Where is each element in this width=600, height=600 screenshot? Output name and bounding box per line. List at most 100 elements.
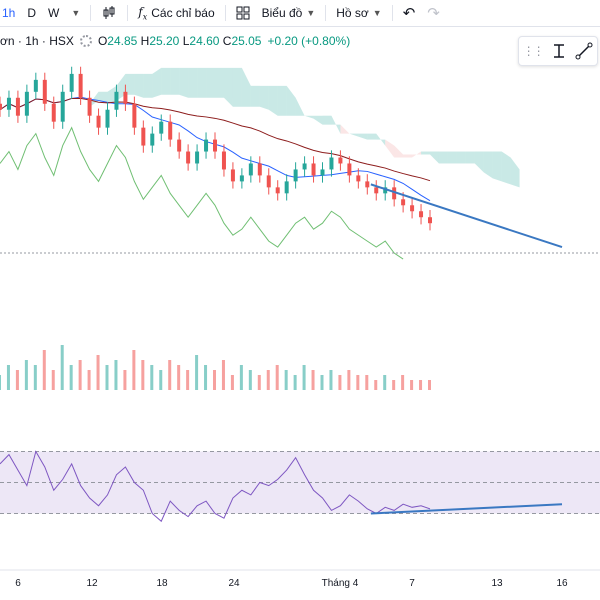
chevron-down-icon: ▼ [306,8,316,18]
x-tick-label: 13 [491,578,503,589]
candle-body [150,133,155,146]
volume-bar [114,360,118,390]
toolbar-divider [224,5,226,21]
candle-body [105,109,110,128]
candle-body [0,103,2,110]
price-candles [0,66,432,231]
volume-bar [401,375,405,390]
candle-body [365,181,370,188]
symbol-name[interactable]: ơn · 1h · HSX [0,34,74,48]
volume-bar [320,375,324,390]
candle-body [338,157,343,164]
undo-button[interactable]: ↶ [397,0,422,26]
x-tick-label: 7 [409,578,415,589]
volume-bars [0,345,431,390]
drawing-tools-panel: ⋮⋮ [518,36,598,66]
volume-bar [177,365,181,390]
volume-bar [338,375,342,390]
volume-bar [311,370,315,390]
candle-body [24,91,29,116]
timeframe-w[interactable]: W [48,6,60,20]
cloud-segment [107,85,117,104]
cloud-segment [403,154,413,158]
volume-bar [42,350,46,390]
indicators-button[interactable]: fx Các chỉ báo [138,4,215,22]
price-trendline[interactable] [370,183,563,249]
chart-layout-button[interactable] [230,0,256,26]
redo-icon: ↷ [427,5,440,22]
text-tool-icon[interactable] [550,42,568,60]
volume-bar [383,375,387,390]
timeframe-dropdown[interactable]: ▼ [65,0,86,26]
cloud-segment [421,151,430,155]
cloud-segment [206,67,215,98]
candle-body [177,139,182,152]
cloud-segment [125,73,135,95]
redo-button[interactable]: ↷ [421,0,446,26]
cloud-segment [277,85,287,116]
volume-bar [347,370,351,390]
candle-body [6,97,11,110]
candle-body [15,97,20,116]
candle-body [51,103,56,122]
legend-dots-icon [79,35,92,47]
candle-body [266,175,271,188]
trendline-tool-icon[interactable] [575,42,593,60]
cloud-segment [268,85,278,116]
cloud-segment [295,97,305,116]
candlestick-icon [103,6,115,19]
candle-body [347,163,352,176]
cloud-segment [492,151,502,182]
top-toolbar: 1h D W ▼ fx Các chỉ báo Biểu đồ ▼ Hồ sơ … [0,0,600,27]
volume-bar [356,375,360,390]
candle-body [141,127,146,146]
volume-bar [6,365,10,390]
volume-bar [221,360,225,390]
candle-body [87,97,92,116]
candle-body [204,139,209,152]
candle-body [392,187,397,200]
candle-body [123,91,128,104]
x-tick-label: 18 [156,578,168,589]
volume-bar [105,365,109,390]
candle-body [311,163,316,176]
volume-bar [150,365,154,390]
volume-bar [248,370,252,390]
cloud-segment [447,151,457,164]
profile-menu[interactable]: Hồ sơ ▼ [336,6,382,20]
cloud-segment [152,67,162,98]
drag-handle-icon[interactable]: ⋮⋮ [522,44,545,58]
volume-bar [0,375,1,390]
undo-icon: ↶ [402,5,416,22]
volume-bar [302,365,306,390]
volume-bar [123,370,127,390]
rsi-band [0,451,600,514]
x-tick-label: 16 [556,578,568,589]
volume-bar [428,380,431,390]
ichimoku-cloud [89,67,520,188]
timeframe-d[interactable]: D [27,6,37,20]
cloud-segment [286,85,296,116]
timeframe-1h[interactable]: 1h [2,6,16,20]
volume-bar [51,370,55,390]
rsi-trendline[interactable] [370,503,563,515]
chart-type-menu[interactable]: Biểu đồ ▼ [261,6,316,20]
candle-body [302,163,307,170]
candle-body [419,211,424,218]
cloud-segment [143,73,153,98]
price-change: +0.20 (+0.80%) [267,34,351,48]
x-tick-label: Tháng 4 [322,578,359,589]
volume-bar [213,370,216,390]
candle-body [114,91,119,110]
candle-body [213,139,217,152]
candle-body [284,181,289,194]
chart-style-button[interactable] [95,0,123,26]
cloud-segment [367,133,377,140]
rsi-line [0,450,431,523]
cloud-segment [223,67,233,107]
volume-bar [78,360,82,390]
candle-body [410,205,415,212]
volume-bar [33,365,37,390]
cloud-segment [465,151,475,164]
